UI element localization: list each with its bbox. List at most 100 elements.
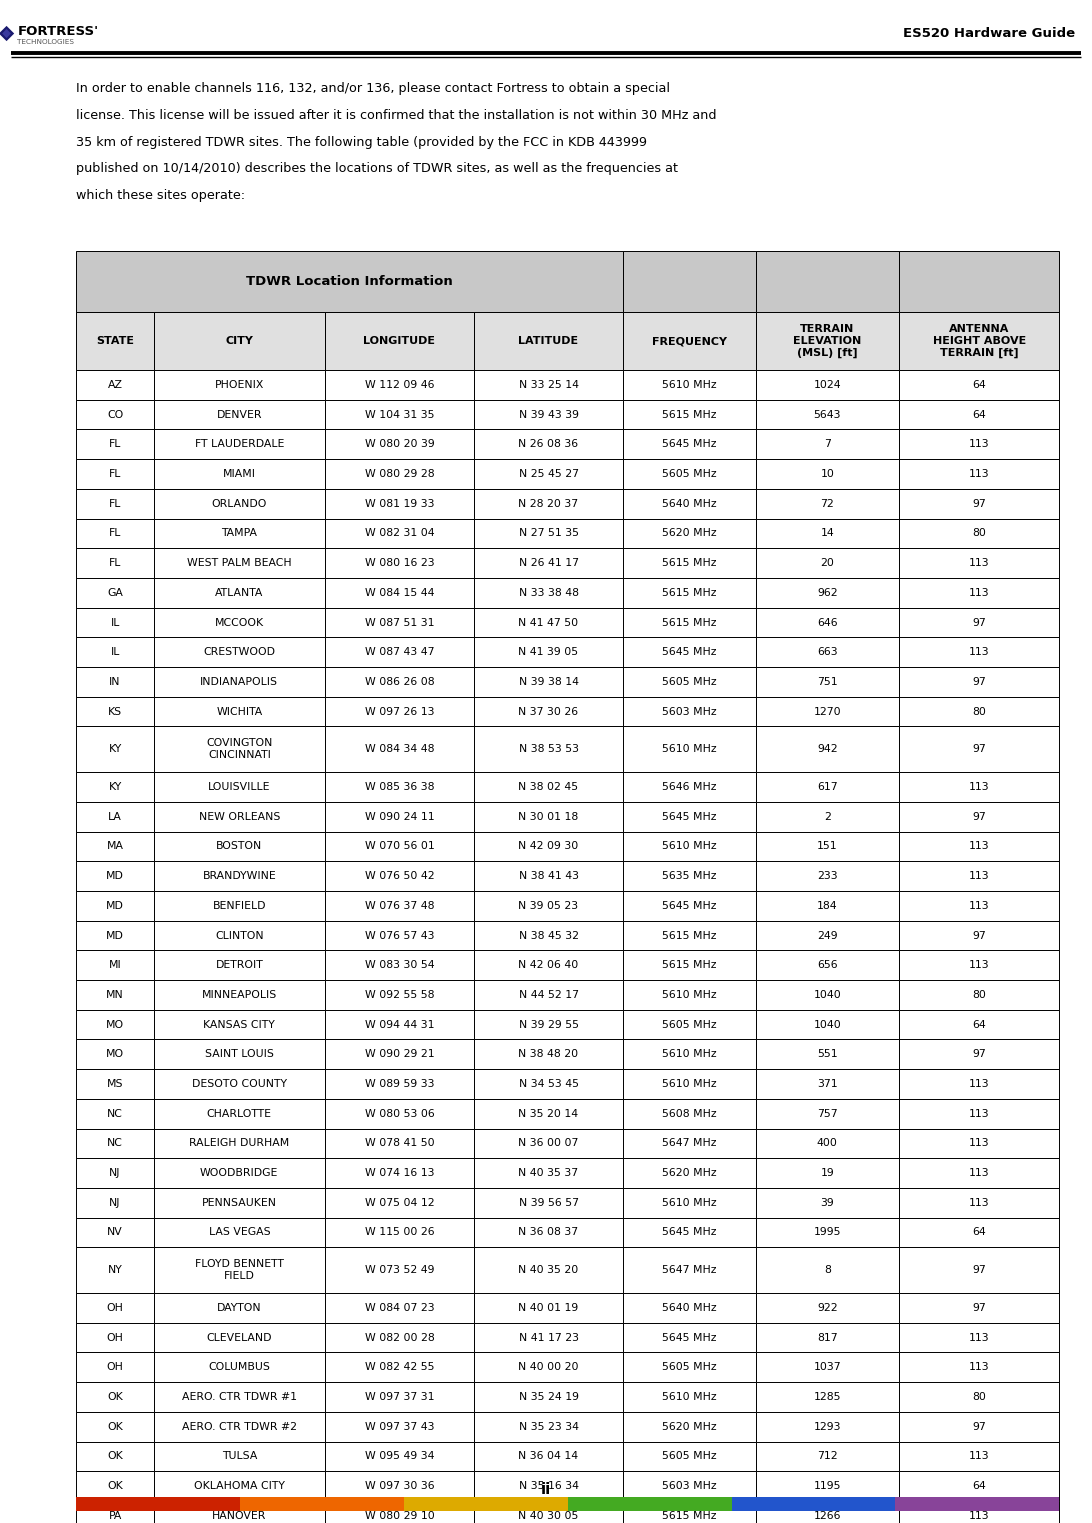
Text: MIAMI: MIAMI (223, 469, 256, 480)
Bar (756, 1471, 899, 1500)
Bar (899, 801, 1059, 832)
Bar (899, 489, 1059, 518)
Text: 551: 551 (817, 1049, 838, 1060)
Bar (154, 1129, 325, 1157)
Text: N 33 25 14: N 33 25 14 (519, 379, 579, 390)
Text: LONGITUDE: LONGITUDE (364, 337, 436, 346)
Text: N 28 20 37: N 28 20 37 (519, 498, 579, 509)
Bar (154, 1188, 325, 1217)
Bar (154, 312, 325, 370)
Bar (756, 832, 899, 860)
Bar (325, 891, 474, 920)
Text: OH: OH (107, 1362, 123, 1372)
Bar (474, 667, 624, 696)
Bar (325, 460, 474, 489)
Text: N 35 24 19: N 35 24 19 (519, 1392, 579, 1403)
Bar (154, 401, 325, 429)
Bar (899, 726, 1059, 772)
Text: MS: MS (107, 1078, 123, 1089)
Bar (756, 1441, 899, 1471)
Text: license. This license will be issued after it is confirmed that the installation: license. This license will be issued aft… (76, 110, 717, 122)
Text: 113: 113 (969, 900, 989, 911)
Text: BRANDYWINE: BRANDYWINE (202, 871, 276, 882)
Bar (325, 1069, 474, 1098)
Text: W 080 53 06: W 080 53 06 (365, 1109, 435, 1119)
Text: W 094 44 31: W 094 44 31 (365, 1019, 435, 1030)
Bar (325, 920, 474, 950)
Text: 5615 MHz: 5615 MHz (662, 1511, 716, 1521)
Bar (756, 950, 899, 979)
Bar (76, 1497, 240, 1511)
Text: KANSAS CITY: KANSAS CITY (203, 1019, 275, 1030)
Bar (474, 518, 624, 548)
Text: 757: 757 (817, 1109, 838, 1119)
Bar (154, 1500, 325, 1523)
Text: KS: KS (108, 707, 122, 717)
Bar (624, 1500, 756, 1523)
Bar (474, 1471, 624, 1500)
Text: N 35 20 14: N 35 20 14 (519, 1109, 579, 1119)
Bar (756, 1188, 899, 1217)
Text: N 42 06 40: N 42 06 40 (519, 959, 579, 970)
Bar (624, 950, 756, 979)
Bar (624, 1217, 756, 1247)
Text: W 080 29 10: W 080 29 10 (365, 1511, 435, 1521)
Text: N 30 01 18: N 30 01 18 (519, 812, 579, 822)
Bar (899, 608, 1059, 637)
Text: OK: OK (107, 1421, 123, 1432)
Bar (624, 489, 756, 518)
Text: MD: MD (106, 931, 124, 941)
Bar (325, 1293, 474, 1322)
Text: 1195: 1195 (814, 1480, 841, 1491)
Bar (899, 1010, 1059, 1039)
Bar (624, 1098, 756, 1129)
Bar (756, 548, 899, 577)
Bar (154, 667, 325, 696)
Text: W 081 19 33: W 081 19 33 (365, 498, 435, 509)
Text: 113: 113 (969, 1109, 989, 1119)
Text: 113: 113 (969, 1197, 989, 1208)
Text: MN: MN (106, 990, 124, 1001)
Text: 113: 113 (969, 1333, 989, 1343)
Text: 19: 19 (820, 1168, 834, 1179)
Bar (474, 370, 624, 401)
Bar (899, 950, 1059, 979)
Bar (756, 1293, 899, 1322)
Bar (154, 548, 325, 577)
Bar (154, 726, 325, 772)
Bar (154, 1441, 325, 1471)
Text: IL: IL (110, 647, 120, 658)
Bar (76, 1217, 154, 1247)
Bar (899, 1217, 1059, 1247)
Text: DESOTO COUNTY: DESOTO COUNTY (192, 1078, 287, 1089)
Text: 5635 MHz: 5635 MHz (662, 871, 716, 882)
Text: 5610 MHz: 5610 MHz (662, 1197, 716, 1208)
Bar (154, 1412, 325, 1441)
Bar (756, 726, 899, 772)
Text: 5620 MHz: 5620 MHz (662, 528, 716, 539)
Text: 64: 64 (972, 379, 986, 390)
Bar (76, 1322, 154, 1352)
Bar (154, 460, 325, 489)
Text: W 074 16 13: W 074 16 13 (365, 1168, 435, 1179)
Text: NEW ORLEANS: NEW ORLEANS (199, 812, 280, 822)
Bar (325, 1010, 474, 1039)
Bar (899, 832, 1059, 860)
Bar (154, 832, 325, 860)
Bar (325, 832, 474, 860)
Bar (899, 518, 1059, 548)
Bar (474, 312, 624, 370)
Bar (624, 772, 756, 801)
Text: W 112 09 46: W 112 09 46 (365, 379, 435, 390)
Bar (76, 920, 154, 950)
Text: W 095 49 34: W 095 49 34 (365, 1451, 435, 1462)
Text: COLUMBUS: COLUMBUS (209, 1362, 270, 1372)
Bar (474, 950, 624, 979)
Bar (474, 1352, 624, 1381)
Bar (325, 726, 474, 772)
Polygon shape (2, 29, 11, 38)
Bar (899, 1352, 1059, 1381)
Text: DAYTON: DAYTON (217, 1302, 262, 1313)
Text: 400: 400 (817, 1138, 838, 1148)
Text: COVINGTON
CINCINNATI: COVINGTON CINCINNATI (206, 739, 273, 760)
